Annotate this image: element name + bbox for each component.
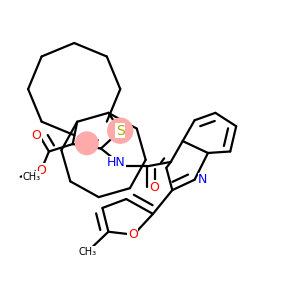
Circle shape <box>108 118 133 143</box>
Text: O: O <box>149 181 159 194</box>
Text: O: O <box>37 164 46 177</box>
Text: N: N <box>198 173 208 186</box>
Text: S: S <box>116 124 125 138</box>
Circle shape <box>76 132 98 154</box>
Text: O: O <box>32 129 41 142</box>
Text: HN: HN <box>106 156 125 169</box>
Text: O: O <box>128 228 138 241</box>
Text: CH₃: CH₃ <box>79 247 97 257</box>
Text: CH₃: CH₃ <box>22 172 40 182</box>
